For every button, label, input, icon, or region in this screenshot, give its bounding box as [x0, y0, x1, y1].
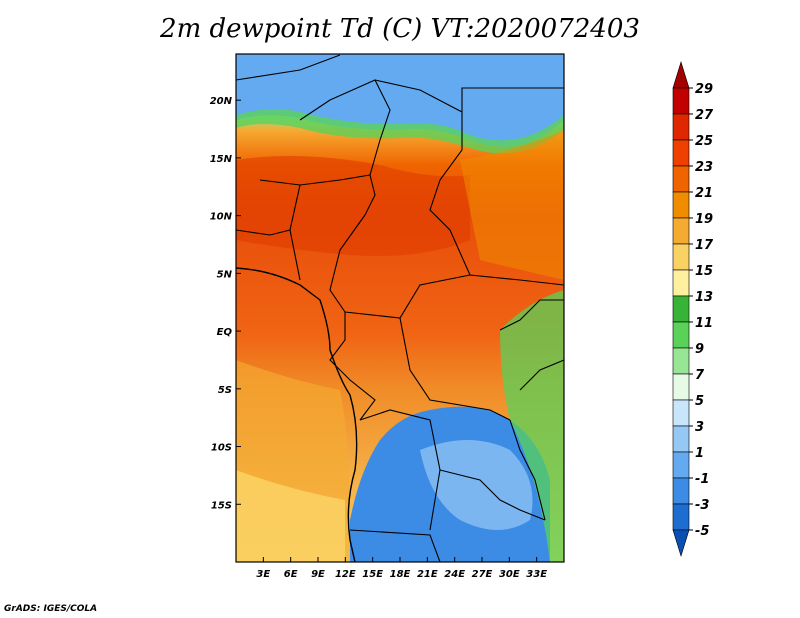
x-tick-label: 18E [390, 569, 411, 580]
colorbar-label: -3 [695, 498, 709, 513]
x-tick-label: 33E [526, 569, 547, 580]
x-tick-label: 24E [444, 569, 465, 580]
x-tick-label: 30E [499, 569, 520, 580]
colorbar-swatch [672, 529, 690, 558]
colorbar-label: 21 [695, 186, 713, 201]
x-axis-ticks: 3E 6E 9E 12E 15E 18E 21E 24E 27E 30E 33E [256, 557, 547, 580]
y-tick-label: 10N [210, 212, 233, 223]
colorbar-swatch [672, 347, 690, 375]
colorbar-swatch [672, 217, 690, 245]
colorbar-label: 11 [695, 316, 713, 331]
y-tick-label: 20N [210, 96, 233, 107]
colorbar-label: 7 [695, 368, 705, 383]
y-tick-label: 10S [211, 443, 232, 454]
colorbar-swatch [672, 477, 690, 505]
sahara-moist-fringe [236, 109, 564, 154]
map-title: 2m dewpoint Td (C) VT:2020072403 [160, 14, 640, 44]
colorbar-label: 17 [695, 238, 714, 253]
colorbar-label: -5 [695, 524, 709, 539]
colorbar-swatch [672, 113, 690, 141]
colorbar-swatch [672, 295, 690, 323]
colorbar-swatch [672, 503, 690, 531]
x-tick-label: 15E [362, 569, 383, 580]
colorbar-label: 25 [695, 134, 713, 149]
colorbar-swatch [672, 269, 690, 297]
colorbar-swatch [672, 425, 690, 453]
x-tick-label: 21E [417, 569, 438, 580]
colorbar-label: 1 [695, 446, 704, 461]
colorbar-label: 9 [695, 342, 704, 357]
southern-lighter-region [420, 440, 533, 530]
y-tick-label: 15S [211, 500, 232, 511]
dewpoint-field [236, 54, 564, 562]
colorbar-label: 5 [695, 394, 704, 409]
colorbar-swatch [672, 399, 690, 427]
y-tick-label: 5S [218, 385, 232, 396]
colorbar-swatch [672, 373, 690, 401]
coastlines [236, 267, 358, 562]
colorbar-swatch [672, 451, 690, 479]
colorbar-swatch [672, 139, 690, 167]
x-tick-label: 27E [472, 569, 493, 580]
colorbar-swatch [672, 243, 690, 271]
colorbar-label: 27 [695, 108, 714, 123]
y-tick-label: 15N [210, 154, 233, 165]
colorbar-swatch [672, 191, 690, 219]
atlantic-south-region [236, 470, 345, 562]
y-tick-label: EQ [217, 327, 233, 338]
x-tick-label: 6E [284, 569, 298, 580]
colorbar-label: 3 [695, 420, 704, 435]
y-tick-label: 5N [217, 269, 233, 280]
x-tick-label: 3E [256, 569, 270, 580]
colorbar-swatch [672, 321, 690, 349]
sahara-dry-region [236, 54, 564, 147]
colorbar-label: 23 [695, 160, 713, 175]
country-borders [236, 54, 564, 562]
colorbar-label: 13 [695, 290, 713, 305]
x-tick-label: 12E [335, 569, 356, 580]
colorbar-label: 29 [695, 82, 713, 97]
grads-credit: GrADS: IGES/COLA [4, 604, 98, 614]
colorbar-swatch [672, 87, 690, 115]
colorbar-label: 15 [695, 264, 713, 279]
sahel-moist-belt [236, 156, 470, 256]
east-highlands-region [500, 290, 564, 562]
colorbar-swatch [672, 60, 690, 89]
east-africa-region [460, 130, 564, 280]
colorbar-swatch [672, 165, 690, 193]
colorbar-label: 19 [695, 212, 713, 227]
colorbar: 29 27 25 23 21 19 17 15 13 11 9 7 5 3 1 -1 -3 -5 [672, 60, 714, 558]
x-tick-label: 9E [311, 569, 325, 580]
colorbar-label: -1 [695, 472, 709, 487]
y-axis-ticks: 20N 15N 10N 5N EQ 5S 10S 15S [210, 96, 241, 511]
